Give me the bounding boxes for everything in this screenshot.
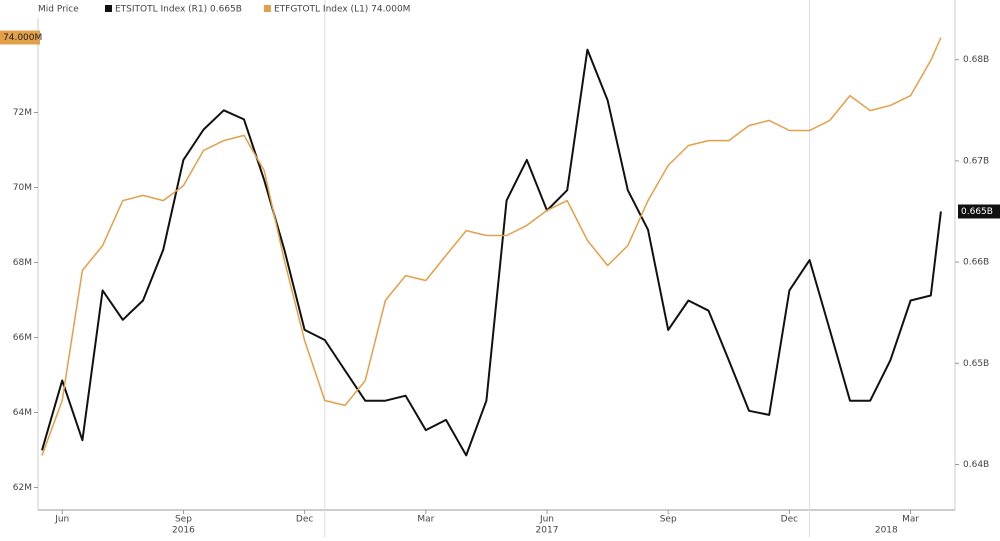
legend-swatch (263, 5, 271, 12)
legend-label: ETFGTOTL Index (L1) 74.000M (274, 5, 411, 15)
legend-swatch (105, 5, 112, 12)
x-tick-label: Mar (417, 515, 434, 525)
last-value-box (958, 204, 1000, 219)
x-tick-label: Dec (781, 515, 798, 525)
y-tick-label: 62M (13, 483, 32, 493)
y2-tick-label: 0.67B (963, 156, 989, 166)
x-tick-label: Sep (175, 515, 192, 525)
x-tick-label: Jun (54, 515, 69, 525)
year-label: 2016 (172, 526, 195, 536)
y-tick-label: 66M (13, 333, 32, 343)
x-tick-label: Dec (296, 515, 313, 525)
y-tick-label: 70M (13, 183, 32, 193)
y2-tick-label: 0.65B (963, 359, 989, 369)
last-value-box (0, 30, 40, 45)
last-value-label: 74.000M (3, 33, 42, 43)
x-tick-label: Mar (902, 515, 919, 525)
x-tick-label: Sep (660, 515, 677, 525)
legend-title: Mid Price (38, 5, 79, 15)
y2-tick-label: 0.64B (963, 460, 989, 470)
last-value-label: 0.665B (961, 207, 993, 217)
year-label: 2017 (536, 526, 559, 536)
series-line (41, 37, 942, 456)
legend-label: ETSITOTL Index (R1) 0.665B (115, 5, 242, 15)
y-tick-label: 64M (13, 408, 32, 418)
y-tick-label: 72M (13, 108, 32, 118)
y-tick-label: 68M (13, 258, 32, 268)
y2-tick-label: 0.66B (963, 258, 989, 268)
x-tick-label: Jun (539, 515, 554, 525)
year-label: 2018 (875, 526, 898, 536)
series-line (41, 48, 942, 457)
y2-tick-label: 0.68B (963, 55, 989, 65)
